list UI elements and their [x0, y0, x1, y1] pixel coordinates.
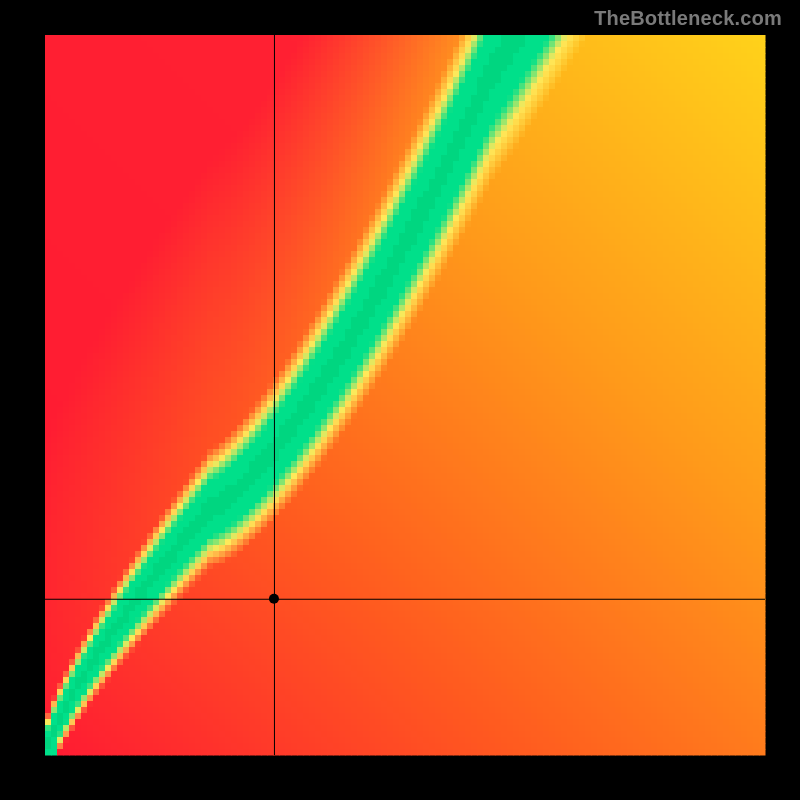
watermark-text: TheBottleneck.com: [594, 8, 782, 31]
bottleneck-heatmap: [0, 0, 800, 800]
chart-container: TheBottleneck.com: [0, 0, 800, 800]
